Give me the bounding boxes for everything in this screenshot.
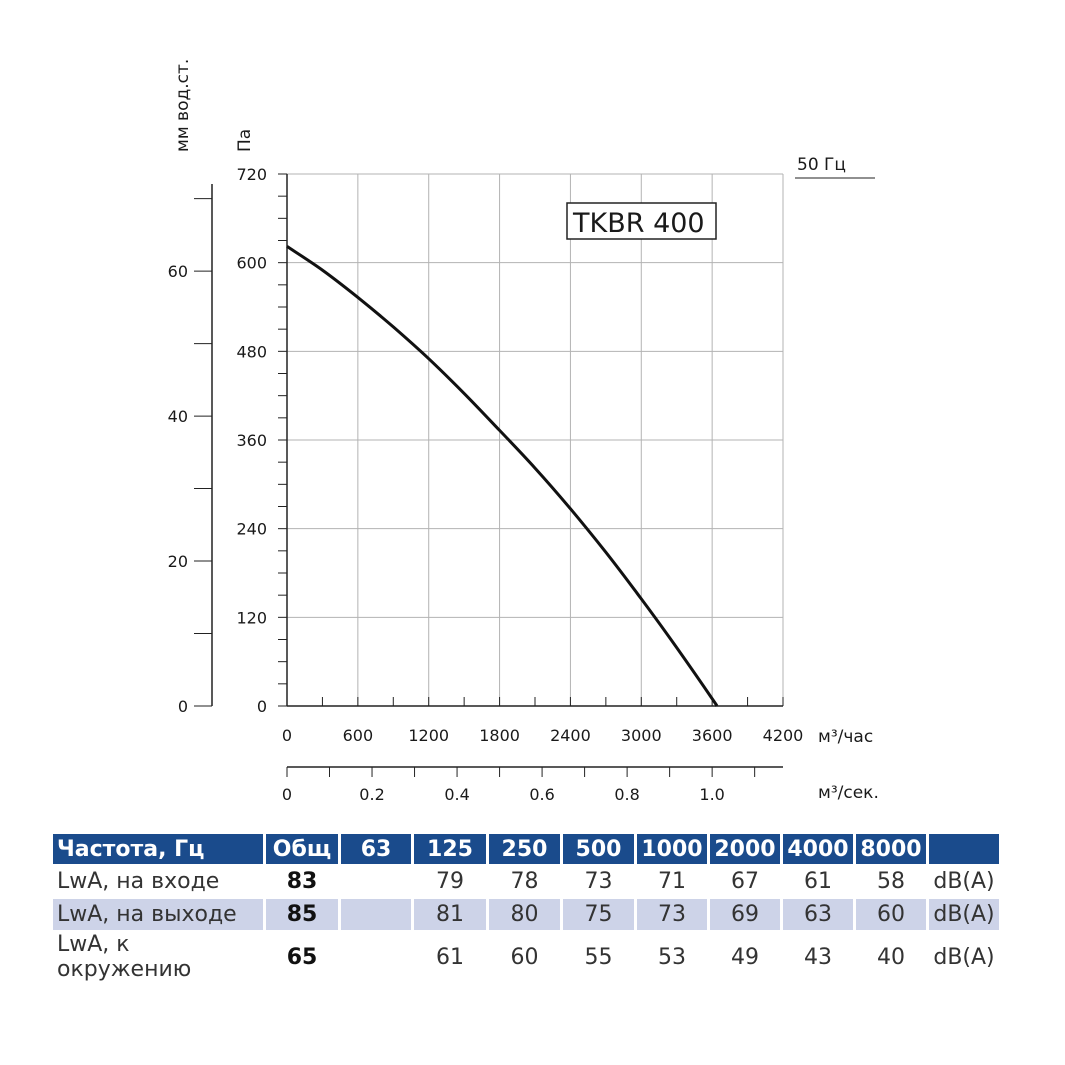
y-tick-label: 480 — [236, 342, 267, 361]
y-axis-pa-label: Па — [235, 129, 255, 152]
m3s-tick-label: 0.2 — [359, 785, 384, 804]
cell-2000: 67 — [731, 869, 759, 894]
header-unit — [929, 834, 999, 864]
cell-1000: 73 — [637, 899, 707, 930]
cell-125: 81 — [414, 899, 486, 930]
cell-500: 73 — [584, 869, 613, 894]
sound-power-table: Частота, Гц Общ 63 125 250 500 1000 2000… — [50, 832, 1002, 984]
cell-500: 55 — [584, 944, 613, 970]
cell-125: 79 — [436, 869, 464, 894]
cell-63 — [341, 866, 411, 897]
m3s-tick-label: 0 — [282, 785, 292, 804]
y-tick-label: 240 — [236, 520, 267, 539]
cell-1000: 53 — [658, 944, 686, 970]
header-8000: 8000 — [856, 834, 926, 864]
model-label-box: TKBR 400 — [566, 202, 717, 240]
cell-8000: 60 — [856, 899, 926, 930]
x-axis-m3s-label: м³/сек. — [818, 783, 879, 803]
x-tick-label: 2400 — [550, 726, 591, 745]
table-row: LwA, к окружению 65 61 60 55 53 49 43 40… — [53, 932, 999, 982]
x-tick-label: 600 — [343, 726, 374, 745]
m3s-tick-label: 1.0 — [699, 785, 724, 804]
m3s-tick-label: 0.8 — [614, 785, 639, 804]
cell-63 — [341, 932, 411, 982]
header-4000: 4000 — [783, 834, 853, 864]
x-tick-label: 1800 — [479, 726, 520, 745]
cell-125: 61 — [436, 944, 464, 970]
header-250: 250 — [489, 834, 560, 864]
performance-curve — [286, 245, 719, 708]
frequency-label: 50 Гц — [797, 155, 846, 175]
mm-tick-label: 60 — [168, 262, 188, 281]
header-1000: 1000 — [637, 834, 707, 864]
mm-tick-label: 40 — [168, 407, 188, 426]
header-63: 63 — [341, 834, 411, 864]
cell-250: 60 — [510, 944, 539, 970]
cell-250: 80 — [489, 899, 560, 930]
model-label: TKBR 400 — [572, 208, 705, 239]
row-unit: dB(A) — [933, 944, 995, 970]
header-2000: 2000 — [710, 834, 780, 864]
m3s-tick-label: 0.6 — [529, 785, 554, 804]
cell-63 — [341, 899, 411, 930]
row-label: LwA, на выходе — [53, 899, 263, 930]
row-label: LwA, на входе — [57, 869, 220, 894]
cell-4000: 63 — [783, 899, 853, 930]
y-tick-label: 720 — [236, 165, 267, 184]
y-tick-label: 360 — [236, 431, 267, 450]
header-125: 125 — [414, 834, 486, 864]
y-tick-label: 120 — [236, 608, 267, 627]
row-unit: dB(A) — [933, 869, 995, 894]
x-axis-m3h-label: м³/час — [818, 727, 873, 747]
x-tick-label: 1200 — [408, 726, 449, 745]
header-500: 500 — [563, 834, 634, 864]
cell-250: 78 — [510, 869, 539, 894]
row-label: LwA, к окружению — [57, 932, 192, 982]
cell-4000: 61 — [804, 869, 832, 894]
row-total: 65 — [286, 944, 318, 970]
table-row: LwA, на входе 83 79 78 73 71 67 61 58 dB… — [53, 866, 999, 897]
y-tick-label: 0 — [257, 697, 267, 716]
mm-tick-label: 0 — [178, 697, 188, 716]
x-tick-label: 3600 — [692, 726, 733, 745]
table-header-row: Частота, Гц Общ 63 125 250 500 1000 2000… — [53, 834, 999, 864]
row-unit: dB(A) — [929, 899, 999, 930]
mm-tick-label: 20 — [168, 552, 188, 571]
chart-ticks — [194, 173, 784, 777]
cell-8000: 58 — [877, 869, 905, 894]
y-tick-label: 600 — [236, 254, 267, 273]
header-frequency: Частота, Гц — [53, 834, 263, 864]
m3s-tick-label: 0.4 — [444, 785, 469, 804]
header-total: Общ — [266, 834, 338, 864]
row-total: 85 — [266, 899, 338, 930]
row-total: 83 — [286, 869, 318, 894]
x-tick-label: 0 — [282, 726, 292, 745]
y-axis-mm-label: мм вод.ст. — [173, 59, 193, 152]
chart-grid — [287, 173, 784, 706]
x-tick-label: 4200 — [763, 726, 804, 745]
cell-2000: 49 — [731, 944, 759, 970]
table-row: LwA, на выходе 85 81 80 75 73 69 63 60 d… — [53, 899, 999, 930]
cell-4000: 43 — [804, 944, 832, 970]
cell-2000: 69 — [710, 899, 780, 930]
x-tick-label: 3000 — [621, 726, 662, 745]
cell-8000: 40 — [877, 944, 905, 970]
cell-500: 75 — [563, 899, 634, 930]
cell-1000: 71 — [658, 869, 686, 894]
